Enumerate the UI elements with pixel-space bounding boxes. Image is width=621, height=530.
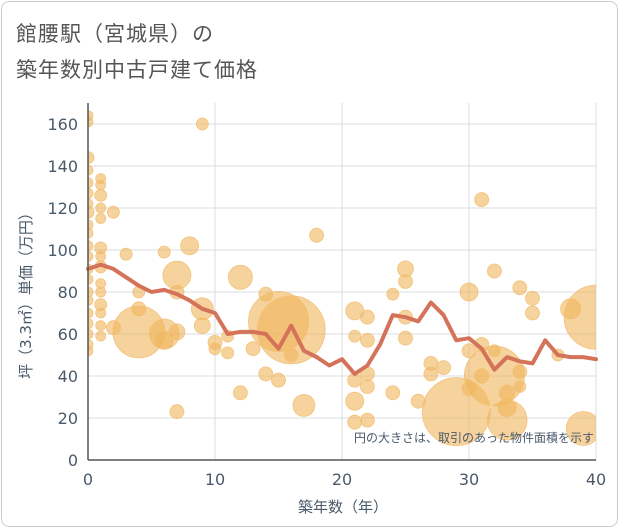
data-bubble (309, 227, 325, 243)
x-tick-label: 20 (332, 470, 352, 489)
data-bubble (525, 305, 540, 321)
data-bubble (348, 329, 362, 343)
y-tick-label: 160 (47, 115, 78, 134)
data-bubble (563, 284, 596, 350)
x-axis-label: 築年数（年） (298, 498, 388, 516)
axes-layer: 0 20 40 60 80 100 120 140 160 0 10 20 30 40 (47, 103, 606, 489)
data-bubble (88, 177, 94, 189)
data-bubble (359, 412, 375, 428)
data-bubble (398, 330, 413, 346)
data-bubble (512, 280, 528, 296)
data-bubble (385, 385, 401, 401)
data-bubble (95, 286, 107, 298)
y-tick-label: 20 (58, 409, 78, 428)
data-bubble (565, 411, 596, 446)
y-axis-label: 坪（3.3㎡）単価（万円） (17, 205, 35, 379)
data-bubble (95, 330, 107, 342)
bubble-layer (88, 110, 596, 447)
y-tick-label: 140 (47, 157, 78, 176)
data-bubble (88, 151, 95, 164)
data-bubble (271, 372, 286, 388)
data-bubble (88, 227, 94, 239)
data-bubble (94, 188, 108, 202)
data-bubble (512, 364, 528, 380)
data-bubble (169, 404, 185, 420)
data-bubble (88, 318, 94, 329)
data-bubble (88, 274, 94, 285)
x-tick-label: 40 (586, 470, 606, 489)
data-bubble (513, 380, 527, 393)
data-bubble (95, 179, 107, 191)
data-bubble (258, 366, 274, 382)
data-bubble (88, 164, 94, 176)
data-bubble (95, 307, 107, 319)
data-bubble (208, 342, 222, 356)
data-bubble (386, 287, 400, 301)
y-tick-label: 80 (58, 283, 78, 302)
data-bubble (486, 399, 528, 441)
data-bubble (157, 245, 171, 259)
data-bubble (193, 317, 211, 335)
data-bubble (88, 295, 94, 306)
average-price-line (86, 262, 598, 376)
data-bubble (88, 219, 94, 231)
data-bubble (436, 360, 452, 376)
data-bubble (88, 328, 94, 340)
data-bubble (245, 341, 261, 357)
x-tick-label: 30 (459, 470, 479, 489)
data-bubble (525, 290, 540, 306)
data-bubble (88, 116, 94, 128)
data-bubble (227, 264, 253, 290)
data-bubble (359, 332, 375, 348)
data-bubble (195, 117, 209, 131)
data-bubble (88, 286, 94, 298)
data-bubble (88, 187, 94, 199)
data-bubble (88, 240, 94, 252)
y-tick-label: 60 (58, 325, 78, 344)
y-tick-label: 0 (68, 451, 78, 470)
x-tick-label: 10 (205, 470, 225, 489)
data-bubble (95, 320, 107, 332)
data-bubble (232, 385, 248, 401)
data-bubble (359, 379, 375, 394)
average-line-layer (86, 262, 598, 376)
data-bubble (95, 202, 107, 214)
data-bubble (180, 236, 200, 256)
data-bubble (459, 282, 479, 302)
data-bubble (487, 344, 501, 358)
data-bubble (221, 346, 235, 360)
data-bubble (95, 213, 107, 224)
data-bubble (283, 347, 299, 363)
data-bubble (359, 309, 375, 325)
data-bubble (398, 274, 413, 289)
data-bubble (88, 250, 94, 262)
data-bubble (423, 366, 439, 382)
data-bubble (119, 247, 133, 261)
data-bubble (168, 323, 186, 341)
data-bubble (292, 393, 316, 417)
data-bubble (95, 250, 107, 262)
data-bubble (461, 343, 477, 359)
data-bubble (88, 307, 94, 319)
data-bubble (88, 345, 94, 357)
size-annotation: 円の大きさは、取引のあった物件面積を示す (354, 430, 594, 445)
data-bubble (345, 391, 365, 411)
data-bubble (88, 205, 95, 219)
data-bubble (498, 384, 516, 402)
y-tick-label: 120 (47, 199, 78, 218)
data-bubble (486, 263, 502, 279)
data-bubble (474, 192, 490, 208)
chart-title-line-1: 館腰駅（宮城県）の (16, 22, 214, 46)
data-bubble (107, 205, 120, 219)
x-tick-label: 0 (83, 470, 93, 489)
chart-title-line-2: 築年数別中古戸建て価格 (16, 58, 258, 82)
y-tick-label: 100 (47, 241, 78, 260)
y-tick-label: 40 (58, 367, 78, 386)
data-bubble (347, 414, 363, 430)
